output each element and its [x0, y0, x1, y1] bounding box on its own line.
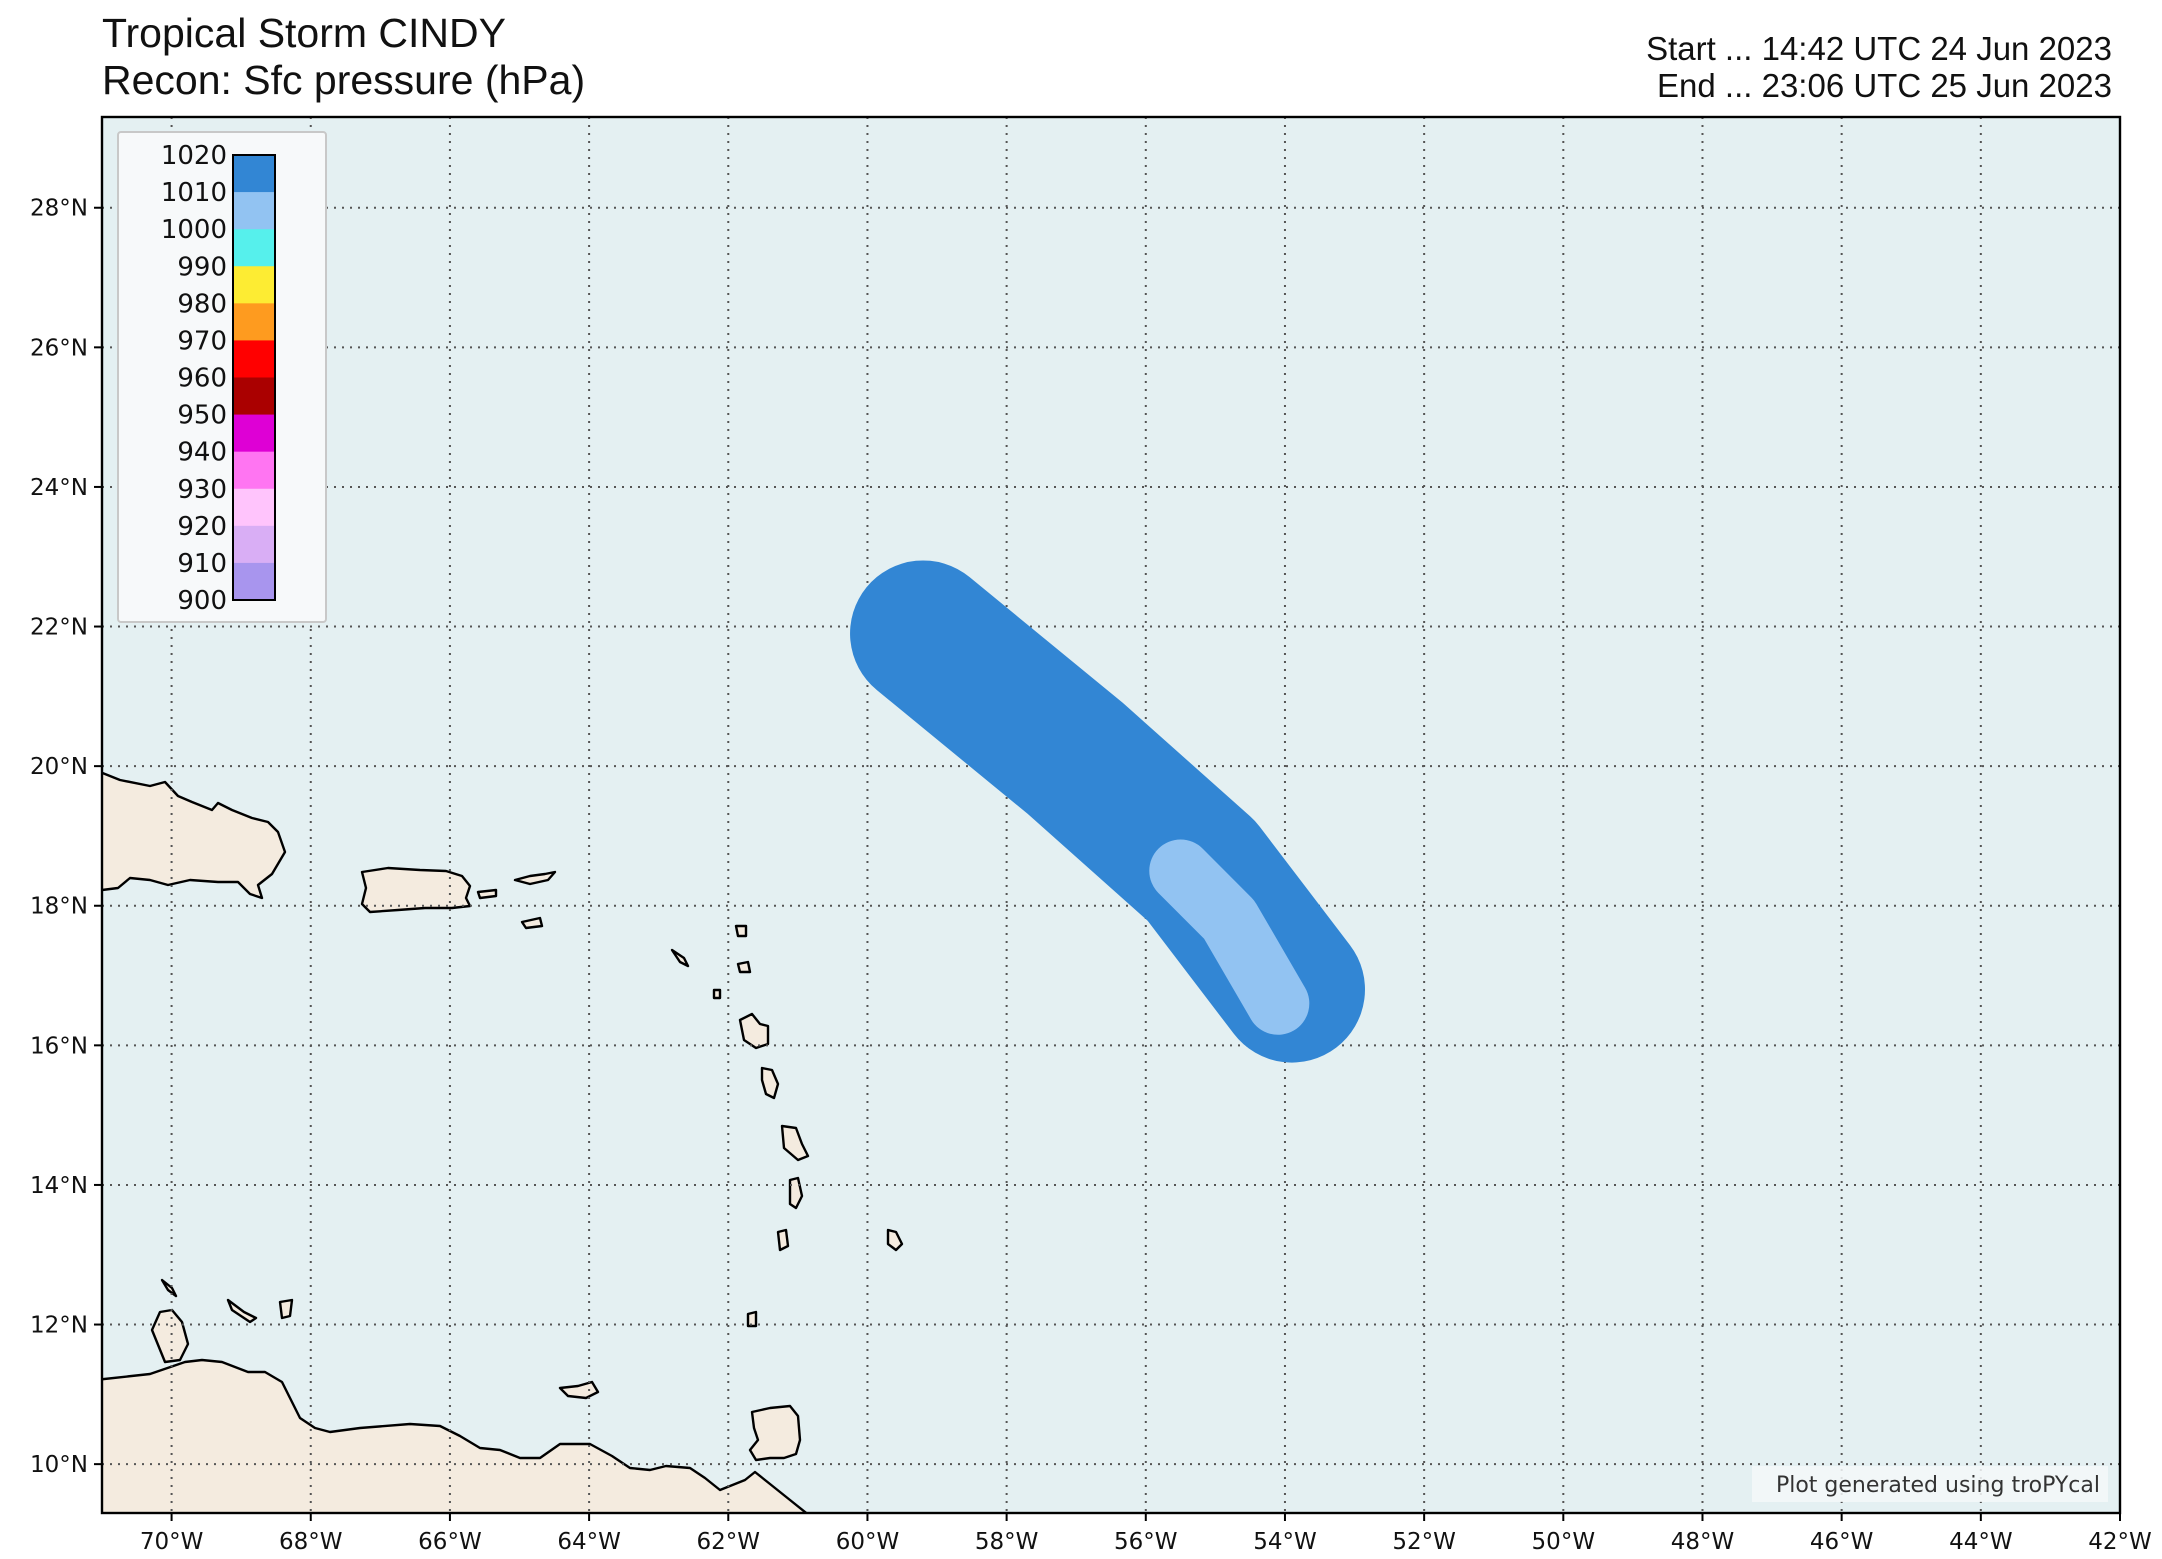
colorbar-outline [232, 154, 276, 601]
colorbar-label: 1000 [161, 215, 227, 245]
colorbar-swatch [233, 488, 275, 527]
colorbar-swatch [233, 303, 275, 341]
lon-tick-label: 50°W [1532, 1529, 1596, 1555]
lat-tick-label: 24°N [30, 475, 88, 501]
lon-tick-label: 58°W [975, 1529, 1039, 1555]
colorbar-swatch [233, 192, 275, 230]
grenada-island [746, 1310, 758, 1328]
colorbar-swatches [233, 155, 275, 601]
colorbar-labels: 1020 1010 1000 990 980 970 960 950 940 930 920 910 9… [161, 141, 227, 616]
st-kitts-island [670, 948, 690, 968]
colorbar-legend: 1020 1010 1000 990 980 970 960 950 940 930 920 910 9… [117, 131, 327, 623]
colorbar-label: 900 [177, 586, 227, 616]
colorbar-swatch [233, 414, 275, 453]
lon-tick-label: 70°W [140, 1529, 204, 1555]
colorbar-swatch [233, 229, 275, 267]
paraguana-peninsula [150, 1308, 190, 1364]
colorbar-swatch [233, 451, 275, 490]
lon-tick-label: 64°W [557, 1529, 621, 1555]
swath-inner-1010 [1149, 839, 1310, 1035]
lon-tick-label: 48°W [1671, 1529, 1735, 1555]
lat-tick-label: 26°N [30, 335, 88, 361]
colorbar-swatch [233, 340, 275, 378]
lon-tick-label: 62°W [697, 1529, 761, 1555]
gridlines [102, 117, 2120, 1513]
colorbar-label: 940 [177, 438, 227, 468]
lat-tick-label: 28°N [30, 196, 88, 222]
map-frame [100, 115, 2122, 1515]
margarita-island [558, 1380, 600, 1400]
aruba-island [160, 1278, 178, 1298]
montserrat-island [712, 988, 722, 1000]
credit-text: Plot generated using troPYcal [1776, 1473, 2100, 1498]
lon-tick-label: 66°W [418, 1529, 482, 1555]
title-block: Tropical Storm CINDY Recon: Sfc pressure… [102, 10, 585, 104]
lon-tick-label: 60°W [836, 1529, 900, 1555]
colorbar-label: 970 [177, 326, 227, 356]
colorbar-label: 990 [177, 252, 227, 282]
lat-tick-label: 14°N [30, 1173, 88, 1199]
time-range-block: Start ... 14:42 UTC 24 Jun 2023 End ... … [1646, 30, 2112, 104]
chart-title: Tropical Storm CINDY [102, 10, 506, 56]
credit-background [1752, 1466, 2108, 1502]
antigua-island [734, 924, 748, 938]
st-croix-island [520, 916, 544, 930]
st-vincent-island [776, 1228, 790, 1252]
lat-tick-label: 22°N [30, 615, 88, 641]
pressure-swath [850, 560, 1365, 1063]
curacao-island [226, 1298, 258, 1324]
vieques-island [476, 888, 498, 900]
colorbar-label: 960 [177, 364, 227, 394]
lon-tick-label: 42°W [2088, 1529, 2152, 1555]
lon-tick-label: 56°W [1114, 1529, 1178, 1555]
land-layer [102, 771, 904, 1513]
colorbar-label: 920 [177, 512, 227, 542]
colorbar-swatch [233, 155, 275, 193]
start-time: Start ... 14:42 UTC 24 Jun 2023 [1646, 30, 2112, 67]
lon-tick-label: 52°W [1392, 1529, 1456, 1555]
colorbar-swatch [233, 377, 275, 416]
barbados-island [886, 1228, 904, 1252]
lon-tick-label: 54°W [1253, 1529, 1317, 1555]
colorbar-label: 1010 [161, 178, 227, 208]
lon-tick-label: 44°W [1949, 1529, 2013, 1555]
colorbar-swatch [233, 525, 275, 564]
hispaniola-landmass [102, 771, 287, 900]
martinique-island [780, 1124, 810, 1162]
lat-tick-label: 18°N [30, 894, 88, 920]
virgin-islands [513, 870, 557, 886]
chart-subtitle: Recon: Sfc pressure (hPa) [102, 57, 586, 103]
guadeloupe-island [738, 1012, 770, 1050]
barbuda-island [736, 960, 752, 974]
colorbar-label: 980 [177, 289, 227, 319]
end-time: End ... 23:06 UTC 25 Jun 2023 [1657, 67, 2112, 104]
south-america-landmass [102, 1358, 809, 1513]
lon-tick-label: 68°W [279, 1529, 343, 1555]
colorbar-swatch [233, 266, 275, 304]
lat-tick-label: 10°N [30, 1452, 88, 1478]
lat-tick-label: 16°N [30, 1033, 88, 1059]
dominica-island [760, 1066, 780, 1100]
lat-tick-label: 12°N [30, 1313, 88, 1339]
colorbar-label: 950 [177, 401, 227, 431]
lon-tick-label: 46°W [1810, 1529, 1874, 1555]
bonaire-island [278, 1298, 294, 1320]
colorbar-label: 910 [177, 549, 227, 579]
axis-ticks: 70°W 68°W 66°W 64°W 62°W 60°W 58°W 56°W 54°W 52°W… [30, 196, 2152, 1555]
colorbar-label: 1020 [161, 141, 227, 171]
lat-tick-label: 20°N [30, 754, 88, 780]
trinidad-landmass [748, 1404, 802, 1462]
colorbar-swatch [233, 562, 275, 601]
colorbar-label: 930 [177, 475, 227, 505]
